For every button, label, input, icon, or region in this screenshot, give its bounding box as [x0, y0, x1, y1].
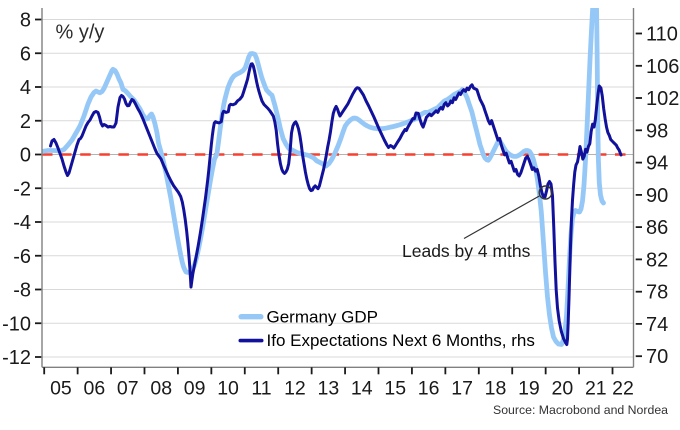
svg-text:Germany GDP: Germany GDP: [267, 308, 378, 327]
svg-text:13: 13: [318, 378, 340, 400]
svg-text:Source: Macrobond and Nordea: Source: Macrobond and Nordea: [493, 403, 668, 417]
svg-text:-8: -8: [13, 280, 31, 302]
svg-text:10: 10: [217, 378, 239, 400]
svg-text:94: 94: [646, 153, 668, 175]
svg-text:0: 0: [20, 145, 31, 167]
svg-text:98: 98: [646, 120, 668, 142]
svg-text:14: 14: [351, 378, 373, 400]
svg-text:74: 74: [646, 314, 668, 336]
svg-text:90: 90: [646, 185, 668, 207]
svg-text:6: 6: [20, 43, 31, 65]
svg-text:20: 20: [552, 378, 574, 400]
svg-text:-10: -10: [2, 313, 31, 335]
svg-text:Leads by 4 mths: Leads by 4 mths: [402, 241, 531, 261]
svg-text:09: 09: [184, 378, 206, 400]
svg-text:-4: -4: [13, 212, 31, 234]
svg-text:% y/y: % y/y: [56, 22, 105, 44]
svg-text:21: 21: [585, 378, 607, 400]
svg-text:22: 22: [612, 378, 634, 400]
svg-text:18: 18: [485, 378, 507, 400]
svg-text:-6: -6: [13, 246, 31, 268]
svg-text:16: 16: [418, 378, 440, 400]
svg-text:11: 11: [251, 378, 271, 400]
svg-text:05: 05: [50, 378, 72, 400]
svg-text:17: 17: [451, 378, 473, 400]
svg-text:-2: -2: [13, 178, 31, 200]
svg-text:78: 78: [646, 282, 668, 304]
svg-text:2: 2: [20, 111, 31, 133]
svg-text:106: 106: [646, 56, 679, 78]
svg-text:86: 86: [646, 217, 668, 239]
svg-text:08: 08: [150, 378, 172, 400]
svg-text:Ifo Expectations Next 6 Months: Ifo Expectations Next 6 Months, rhs: [267, 331, 535, 350]
svg-text:4: 4: [20, 77, 31, 99]
svg-text:82: 82: [646, 249, 668, 271]
svg-text:07: 07: [117, 378, 139, 400]
svg-text:8: 8: [20, 10, 31, 32]
svg-text:-12: -12: [2, 347, 31, 369]
svg-text:102: 102: [646, 88, 679, 110]
svg-text:19: 19: [518, 378, 540, 400]
svg-text:70: 70: [646, 346, 668, 368]
svg-text:110: 110: [646, 24, 678, 46]
svg-text:15: 15: [384, 378, 406, 400]
svg-text:12: 12: [284, 378, 306, 400]
svg-text:06: 06: [83, 378, 105, 400]
